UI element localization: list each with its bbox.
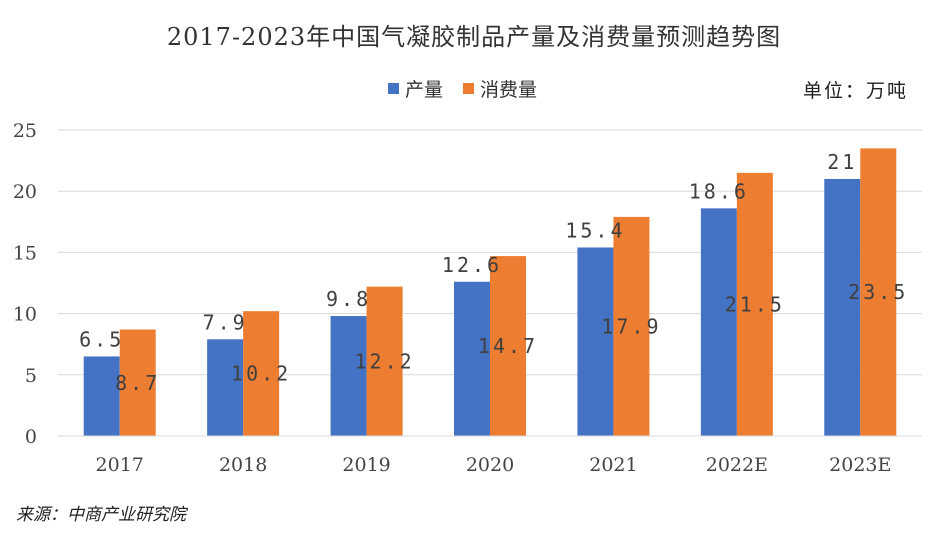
legend-swatch-production — [388, 83, 399, 94]
x-tick-label: 2019 — [342, 454, 390, 476]
bar-production-2020 — [454, 281, 490, 436]
data-label-consumption-2021: 17.9 — [601, 314, 661, 338]
bar-production-2018 — [207, 339, 244, 436]
y-tick-label: 20 — [13, 181, 37, 203]
x-tick-label: 2021 — [589, 454, 637, 476]
data-label-production-2021: 15.4 — [565, 219, 625, 243]
data-label-production-2020: 12.6 — [442, 253, 502, 277]
bar-consumption-2020 — [490, 256, 526, 436]
unit-label: 单位：万吨 — [803, 80, 908, 102]
x-tick-label: 2018 — [219, 454, 267, 476]
data-label-consumption-2019: 12.2 — [354, 349, 414, 373]
legend-label-production: 产量 — [405, 79, 443, 101]
data-label-consumption-2017: 8.7 — [115, 371, 160, 395]
bars — [83, 148, 897, 437]
data-label-production-2023E: 21 — [827, 150, 857, 174]
x-tick-label: 2017 — [96, 454, 144, 476]
chart-title: 2017-2023年中国气凝胶制品产量及消费量预测趋势图 — [167, 23, 781, 51]
y-tick-label: 10 — [13, 304, 37, 326]
bar-consumption-2023E — [860, 148, 897, 437]
data-label-consumption-2022E: 21.5 — [725, 292, 785, 316]
legend: 产量 消费量 — [388, 79, 537, 101]
data-labels: 6.5 8.7 7.9 10.2 9.8 12.2 12.6 14.7 15.4 17.9 18.6… — [79, 150, 908, 395]
y-axis: 0 5 10 15 20 25 — [13, 120, 37, 448]
source-note: 来源：中商产业研究院 — [16, 505, 189, 525]
bar-consumption-2019 — [366, 286, 403, 436]
bar-consumption-2017 — [119, 329, 156, 436]
legend-swatch-consumption — [463, 83, 474, 94]
data-label-production-2017: 6.5 — [79, 327, 124, 351]
legend-label-consumption: 消费量 — [480, 79, 537, 101]
data-label-consumption-2023E: 23.5 — [848, 280, 908, 304]
y-tick-label: 0 — [25, 426, 37, 448]
data-label-consumption-2020: 14.7 — [478, 334, 538, 358]
x-tick-label: 2023E — [829, 454, 891, 476]
x-tick-label: 2022E — [706, 454, 768, 476]
y-tick-label: 25 — [13, 120, 37, 142]
x-tick-label: 2020 — [466, 454, 514, 476]
data-label-production-2019: 9.8 — [326, 287, 371, 311]
bar-production-2022E — [700, 208, 737, 436]
bar-consumption-2022E — [736, 172, 773, 436]
bar-production-2019 — [330, 316, 367, 436]
data-label-production-2022E: 18.6 — [689, 179, 749, 203]
data-label-production-2018: 7.9 — [203, 310, 248, 334]
bar-consumption-2021 — [613, 216, 650, 436]
bar-consumption-2018 — [243, 311, 280, 436]
data-label-consumption-2018: 10.2 — [231, 362, 291, 386]
x-axis: 2017 2018 2019 2020 2021 2022E 2023E — [58, 435, 922, 476]
y-tick-label: 15 — [13, 242, 37, 264]
y-tick-label: 5 — [25, 365, 37, 387]
bar-production-2023E — [824, 178, 861, 436]
bar-production-2021 — [577, 247, 614, 436]
bar-production-2017 — [83, 356, 120, 436]
